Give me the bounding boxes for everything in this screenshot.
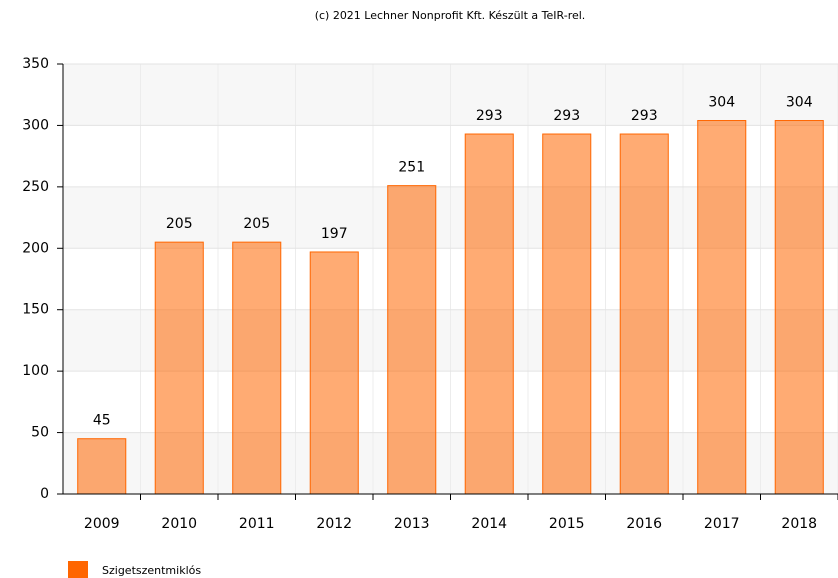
- x-tick-label: 2016: [626, 516, 662, 532]
- bar: [697, 120, 747, 495]
- bar: [232, 241, 282, 495]
- x-tick-label: 2014: [471, 516, 507, 532]
- y-tick-label: 0: [40, 486, 49, 502]
- y-tick-label: 50: [31, 425, 49, 441]
- bar: [619, 133, 669, 495]
- y-tick-label: 350: [22, 56, 49, 72]
- value-label: 293: [553, 108, 580, 124]
- value-label: 205: [243, 216, 270, 232]
- chart-title: (c) 2021 Lechner Nonprofit Kft. Készült …: [315, 9, 586, 22]
- value-label: 205: [166, 216, 193, 232]
- legend-swatch: [68, 561, 88, 578]
- y-tick-label: 200: [22, 240, 49, 256]
- x-tick-label: 2010: [161, 516, 197, 532]
- bar: [774, 120, 824, 495]
- bar: [464, 133, 514, 495]
- x-tick-label: 2009: [84, 516, 120, 532]
- value-label: 45: [93, 413, 111, 429]
- x-tick-label: 2017: [704, 516, 740, 532]
- y-tick-label: 300: [22, 117, 49, 133]
- bar: [77, 438, 127, 495]
- x-tick-label: 2018: [781, 516, 817, 532]
- y-tick-label: 100: [22, 363, 49, 379]
- x-tick-label: 2013: [394, 516, 430, 532]
- value-label: 197: [321, 226, 348, 242]
- y-tick-label: 250: [22, 179, 49, 195]
- value-label: 304: [708, 95, 735, 111]
- value-label: 293: [476, 108, 503, 124]
- bar: [309, 251, 359, 495]
- value-label: 293: [631, 108, 658, 124]
- bar: [387, 185, 437, 495]
- x-tick-label: 2012: [316, 516, 352, 532]
- value-label: 251: [398, 160, 425, 176]
- bar: [542, 133, 592, 495]
- x-tick-label: 2011: [239, 516, 275, 532]
- legend-label: Szigetszentmiklós: [102, 564, 201, 577]
- value-label: 304: [786, 95, 813, 111]
- x-tick-label: 2015: [549, 516, 585, 532]
- bar: [154, 241, 204, 495]
- y-tick-label: 150: [22, 302, 49, 318]
